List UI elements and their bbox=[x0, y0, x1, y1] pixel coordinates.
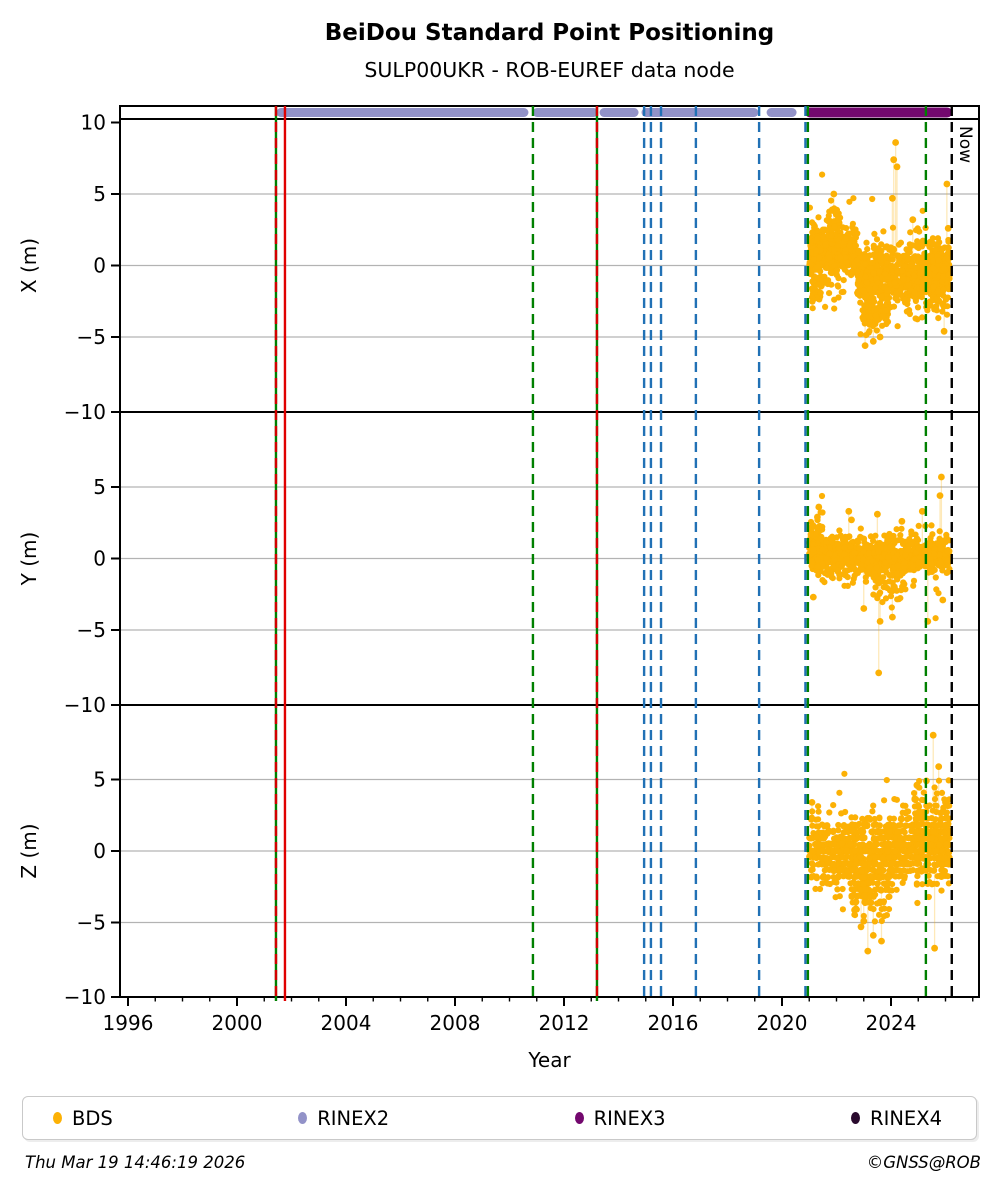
svg-text:2020: 2020 bbox=[757, 1011, 808, 1035]
rinex2-marker-icon bbox=[298, 1112, 308, 1124]
axis-ticks-and-labels: 1996 2000 2004 2008 2012 2016 2020 2024 10 5 0 −5 −1… bbox=[17, 111, 974, 1035]
y-axis-label-x: X (m) bbox=[17, 238, 41, 293]
rinex4-marker-icon bbox=[851, 1112, 861, 1124]
svg-text:2024: 2024 bbox=[866, 1011, 917, 1035]
legend-item-rinex2: RINEX2 bbox=[298, 1107, 389, 1130]
svg-text:2008: 2008 bbox=[430, 1011, 481, 1035]
scatter-z bbox=[806, 731, 953, 955]
legend-label-rinex4: RINEX4 bbox=[870, 1106, 942, 1130]
svg-text:5: 5 bbox=[93, 475, 106, 499]
svg-text:−10: −10 bbox=[64, 400, 106, 424]
svg-text:5: 5 bbox=[93, 768, 106, 792]
scatter-y bbox=[806, 473, 953, 677]
legend: BDS RINEX2 RINEX3 RINEX4 bbox=[22, 1096, 977, 1140]
svg-text:−10: −10 bbox=[64, 693, 106, 717]
bds-marker-icon bbox=[53, 1112, 62, 1124]
svg-text:10: 10 bbox=[81, 111, 106, 135]
legend-item-bds: BDS bbox=[53, 1107, 113, 1130]
svg-text:−5: −5 bbox=[77, 618, 106, 642]
timestamp: Thu Mar 19 14:46:19 2026 bbox=[25, 1153, 246, 1172]
svg-text:−10: −10 bbox=[64, 985, 106, 1009]
svg-text:−5: −5 bbox=[77, 325, 106, 349]
now-label: Now bbox=[955, 126, 975, 163]
legend-label-rinex3: RINEX3 bbox=[593, 1106, 666, 1130]
svg-text:2012: 2012 bbox=[539, 1011, 590, 1035]
credit: ©GNSS@ROB bbox=[866, 1153, 981, 1172]
x-axis-label: Year bbox=[528, 1048, 571, 1072]
page-subtitle: SULP00UKR - ROB-EUREF data node bbox=[364, 58, 735, 82]
svg-text:0: 0 bbox=[93, 839, 106, 863]
legend-label-rinex2: RINEX2 bbox=[317, 1106, 390, 1130]
page-title: BeiDou Standard Point Positioning bbox=[324, 20, 775, 46]
rinex3-marker-icon bbox=[574, 1112, 584, 1124]
svg-text:0: 0 bbox=[93, 547, 106, 571]
legend-label-bds: BDS bbox=[72, 1106, 113, 1130]
event-lines bbox=[274, 106, 953, 1001]
svg-text:0: 0 bbox=[93, 254, 106, 278]
svg-text:2000: 2000 bbox=[212, 1011, 263, 1035]
svg-text:1996: 1996 bbox=[103, 1011, 154, 1035]
svg-text:5: 5 bbox=[93, 182, 106, 206]
scatter-x bbox=[806, 139, 953, 349]
y-axis-label-z: Z (m) bbox=[17, 823, 41, 878]
svg-text:2004: 2004 bbox=[321, 1011, 372, 1035]
y-axis-label-y: Y (m) bbox=[17, 532, 41, 587]
bds-points bbox=[806, 139, 953, 955]
panel-borders bbox=[119, 105, 980, 998]
legend-item-rinex3: RINEX3 bbox=[574, 1106, 666, 1130]
svg-text:−5: −5 bbox=[77, 911, 106, 935]
legend-item-rinex4: RINEX4 bbox=[851, 1107, 942, 1130]
svg-text:2016: 2016 bbox=[648, 1011, 699, 1035]
